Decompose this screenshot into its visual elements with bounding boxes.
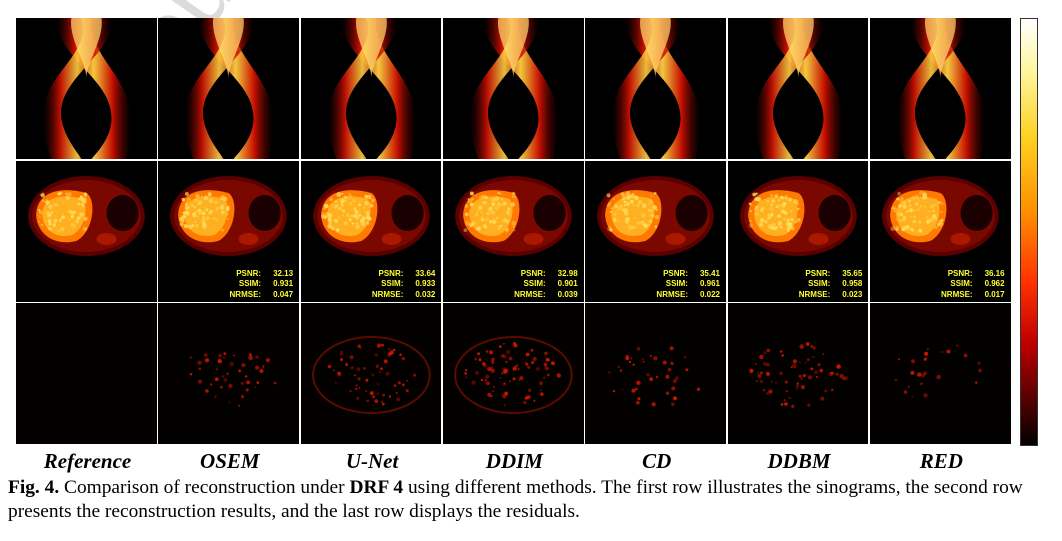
sinogram-image-ddim: [442, 18, 584, 159]
nrmse-label: NRMSE:: [514, 289, 546, 299]
ssim-value: 0.901: [557, 279, 578, 288]
psnr-label: PSNR:: [947, 268, 973, 278]
method-label-reference: Reference: [43, 449, 132, 473]
psnr-metric: PSNR: 36.16: [941, 269, 1005, 280]
nrmse-value: 0.032: [415, 289, 436, 299]
caption-text-1: Comparison of reconstruction under: [59, 477, 350, 498]
nrmse-value: 0.017: [984, 289, 1005, 299]
sinogram-image-u-net: [300, 18, 442, 159]
reconstruction-image-ddbm: PSNR: 35.65 SSIM: 0.958 NRMSE: 0.023: [727, 161, 869, 302]
psnr-label: PSNR:: [236, 268, 262, 278]
ssim-metric: SSIM: 0.901: [514, 279, 578, 290]
ssim-label: SSIM:: [808, 279, 831, 288]
nrmse-metric: NRMSE: 0.023: [799, 290, 863, 301]
colorbar: [1020, 18, 1038, 446]
psnr-label: PSNR:: [805, 268, 831, 278]
psnr-label: PSNR:: [520, 268, 546, 278]
reconstruction-image-reference: [16, 161, 157, 302]
psnr-metric: PSNR: 32.13: [230, 268, 294, 280]
nrmse-metric: NRMSE: 0.039: [514, 290, 578, 301]
caption-bold: DRF 4: [349, 477, 404, 498]
reconstruction-image-ddim: PSNR: 32.98 SSIM: 0.901 NRMSE: 0.039: [442, 161, 584, 302]
psnr-value: 35.41: [699, 268, 720, 278]
psnr-value: 36.16: [984, 268, 1005, 278]
ssim-label: SSIM:: [238, 279, 262, 288]
ssim-label: SSIM:: [950, 279, 973, 288]
psnr-metric: PSNR: 35.65: [799, 268, 863, 280]
ssim-label: SSIM:: [665, 279, 688, 288]
psnr-label: PSNR:: [378, 268, 404, 278]
nrmse-label: NRMSE:: [371, 289, 404, 299]
psnr-label: PSNR:: [663, 268, 688, 278]
metrics-box: PSNR: 32.98 SSIM: 0.901 NRMSE: 0.039: [514, 269, 578, 301]
psnr-metric: PSNR: 33.64: [372, 269, 436, 280]
residual-image-ddim: [442, 303, 584, 444]
ssim-metric: SSIM: 0.933: [372, 279, 436, 290]
nrmse-label: NRMSE:: [798, 289, 831, 299]
ssim-value: 0.931: [273, 279, 294, 288]
psnr-metric: PSNR: 35.41: [656, 269, 720, 280]
ssim-value: 0.958: [842, 279, 863, 288]
psnr-value: 32.13: [273, 268, 294, 278]
psnr-metric: PSNR: 32.98: [514, 269, 578, 280]
ssim-metric: SSIM: 0.931: [230, 279, 294, 290]
nrmse-value: 0.047: [273, 289, 294, 299]
nrmse-label: NRMSE:: [656, 289, 688, 299]
ssim-label: SSIM:: [523, 279, 546, 288]
nrmse-metric: NRMSE: 0.022: [656, 290, 720, 301]
ssim-label: SSIM:: [381, 279, 404, 288]
ssim-value: 0.933: [415, 279, 436, 288]
sinogram-image-cd: [585, 18, 726, 159]
figure-caption: Fig. 4. Comparison of reconstruction und…: [8, 476, 1048, 524]
nrmse-metric: NRMSE: 0.047: [230, 290, 294, 301]
reconstruction-image-red: PSNR: 36.16 SSIM: 0.962 NRMSE: 0.017: [869, 161, 1011, 302]
method-label-ddim: DDIM: [485, 449, 543, 473]
nrmse-value: 0.022: [699, 289, 720, 299]
ssim-metric: SSIM: 0.958: [799, 279, 863, 290]
method-label-cd: CD: [642, 449, 672, 473]
ssim-metric: SSIM: 0.961: [656, 279, 720, 290]
residual-image-red: [869, 303, 1011, 444]
method-label-u-net: U-Net: [345, 449, 399, 473]
ssim-value: 0.961: [699, 279, 720, 288]
caption-text-2: using different methods. The first row i…: [8, 477, 1023, 522]
nrmse-label: NRMSE:: [229, 289, 262, 299]
sinogram-image-osem: [158, 18, 300, 159]
psnr-value: 35.65: [842, 268, 863, 278]
residual-image-ddbm: [727, 303, 869, 444]
nrmse-value: 0.039: [557, 289, 578, 299]
sinogram-image-ddbm: [727, 18, 869, 159]
caption-label: Fig. 4.: [8, 477, 60, 498]
method-label-ddbm: DDBM: [767, 449, 831, 473]
reconstruction-image-cd: PSNR: 35.41 SSIM: 0.961 NRMSE: 0.022: [585, 161, 726, 302]
metrics-box: PSNR: 33.64 SSIM: 0.933 NRMSE: 0.032: [372, 269, 436, 301]
reconstruction-image-osem: PSNR: 32.13 SSIM: 0.931 NRMSE: 0.047: [158, 161, 300, 302]
nrmse-value: 0.023: [842, 289, 863, 299]
psnr-value: 32.98: [557, 268, 578, 278]
residual-image-reference: [16, 303, 157, 444]
residual-image-u-net: [300, 303, 442, 444]
metrics-box: PSNR: 35.65 SSIM: 0.958 NRMSE: 0.023: [799, 269, 863, 301]
nrmse-metric: NRMSE: 0.017: [941, 290, 1005, 301]
ssim-value: 0.962: [984, 279, 1005, 288]
metrics-box: PSNR: 36.16 SSIM: 0.962 NRMSE: 0.017: [941, 269, 1005, 301]
sinogram-image-red: [869, 18, 1011, 159]
nrmse-label: NRMSE:: [941, 289, 973, 299]
nrmse-metric: NRMSE: 0.032: [372, 290, 436, 301]
method-label-osem: OSEM: [200, 449, 260, 473]
sinogram-image-reference: [16, 18, 157, 159]
psnr-value: 33.64: [415, 268, 436, 278]
residual-image-cd: [585, 303, 726, 444]
metrics-box: PSNR: 35.41 SSIM: 0.961 NRMSE: 0.022: [656, 269, 720, 301]
figure-grid: PSNR: 32.13 SSIM: 0.931 NRMSE: 0.047: [16, 18, 1016, 445]
method-label-red: RED: [919, 449, 963, 473]
ssim-metric: SSIM: 0.962: [941, 279, 1005, 290]
reconstruction-image-u-net: PSNR: 33.64 SSIM: 0.933 NRMSE: 0.032: [300, 161, 442, 302]
residual-image-osem: [158, 303, 300, 444]
metrics-box: PSNR: 32.13 SSIM: 0.931 NRMSE: 0.047: [230, 269, 294, 301]
